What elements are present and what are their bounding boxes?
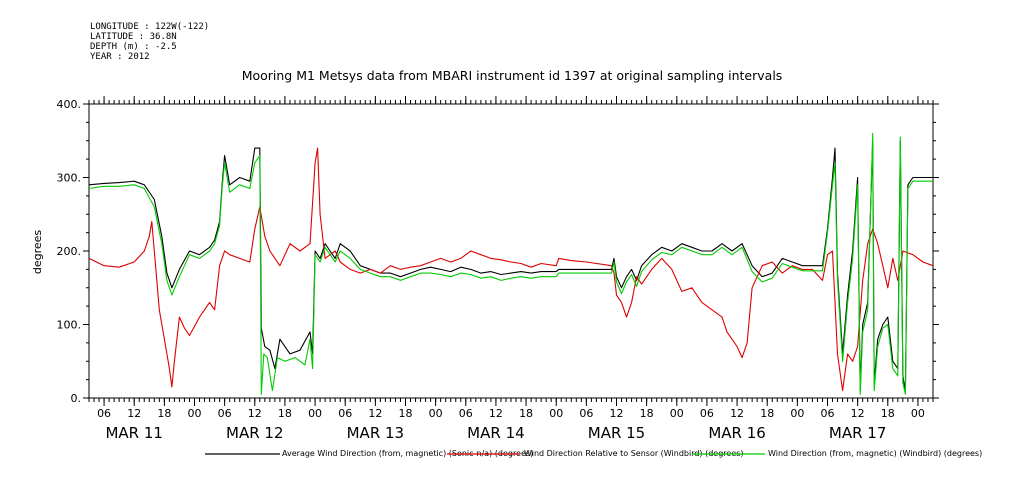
x-tick-label: 06 (218, 407, 232, 420)
x-tick-label: 00 (670, 407, 684, 420)
axes: 0. 100. 200. 300. 400. 06 12 18 00 06 12 18 00 06 12 18… (57, 96, 939, 442)
plot-frame (88, 103, 934, 399)
x-tick-label: 06 (459, 407, 473, 420)
x-day-label: MAR 15 (588, 424, 645, 442)
x-day-label: MAR 13 (347, 424, 404, 442)
series-line (88, 140, 933, 392)
x-tick-label: 06 (579, 407, 593, 420)
y-tick-label: 300. (57, 172, 82, 185)
x-tick-label: 12 (610, 407, 624, 420)
x-tick-label: 12 (368, 407, 382, 420)
legend-label: Wind Direction (from, magnetic) (Windbir… (768, 449, 982, 458)
x-tick-label: 06 (338, 407, 352, 420)
y-tick-label: 0. (71, 392, 82, 405)
x-tick-label: 12 (851, 407, 865, 420)
x-tick-label: 00 (549, 407, 563, 420)
legend-label: Average Wind Direction (from, magnetic) … (282, 449, 533, 458)
depth-label: DEPTH (m) : -2.5 (90, 42, 177, 52)
x-tick-label: 18 (760, 407, 774, 420)
series-line (88, 147, 934, 392)
x-day-label: MAR 17 (829, 424, 886, 442)
x-tick-label: 06 (97, 407, 111, 420)
x-tick-label: 06 (700, 407, 714, 420)
x-tick-label: 00 (429, 407, 443, 420)
x-day-label: MAR 12 (226, 424, 283, 442)
x-tick-label: 18 (399, 407, 413, 420)
series-layer (88, 132, 934, 395)
legend-label: Wind Direction Relative to Sensor (Windb… (524, 449, 744, 458)
x-tick-label: 18 (519, 407, 533, 420)
x-tick-label: 18 (157, 407, 171, 420)
y-tick-label: 400. (57, 98, 82, 111)
legend: Average Wind Direction (from, magnetic) … (205, 449, 982, 458)
x-tick-label: 18 (881, 407, 895, 420)
x-day-label: MAR 11 (105, 424, 162, 442)
latitude-label: LATITUDE : 36.8N (90, 32, 177, 42)
x-tick-label: 12 (127, 407, 141, 420)
chart-title: Mooring M1 Metsys data from MBARI instru… (242, 68, 783, 83)
x-tick-label: 00 (790, 407, 804, 420)
x-tick-label: 06 (821, 407, 835, 420)
x-tick-label: 18 (278, 407, 292, 420)
x-tick-label: 00 (308, 407, 322, 420)
y-tick-label: 100. (57, 319, 82, 332)
x-tick-label: 00 (188, 407, 202, 420)
y-tick-label: 200. (57, 245, 82, 258)
longitude-label: LONGITUDE : 122W(-122) (90, 22, 210, 32)
series-line (88, 132, 933, 395)
x-day-label: MAR 16 (708, 424, 765, 442)
x-tick-label: 18 (640, 407, 654, 420)
y-axis-title: degrees (31, 230, 44, 275)
year-label: YEAR : 2012 (90, 52, 150, 62)
x-tick-label: 12 (489, 407, 503, 420)
x-tick-label: 12 (730, 407, 744, 420)
x-day-label: MAR 14 (467, 424, 524, 442)
x-tick-label: 12 (248, 407, 262, 420)
x-tick-label: 00 (911, 407, 925, 420)
